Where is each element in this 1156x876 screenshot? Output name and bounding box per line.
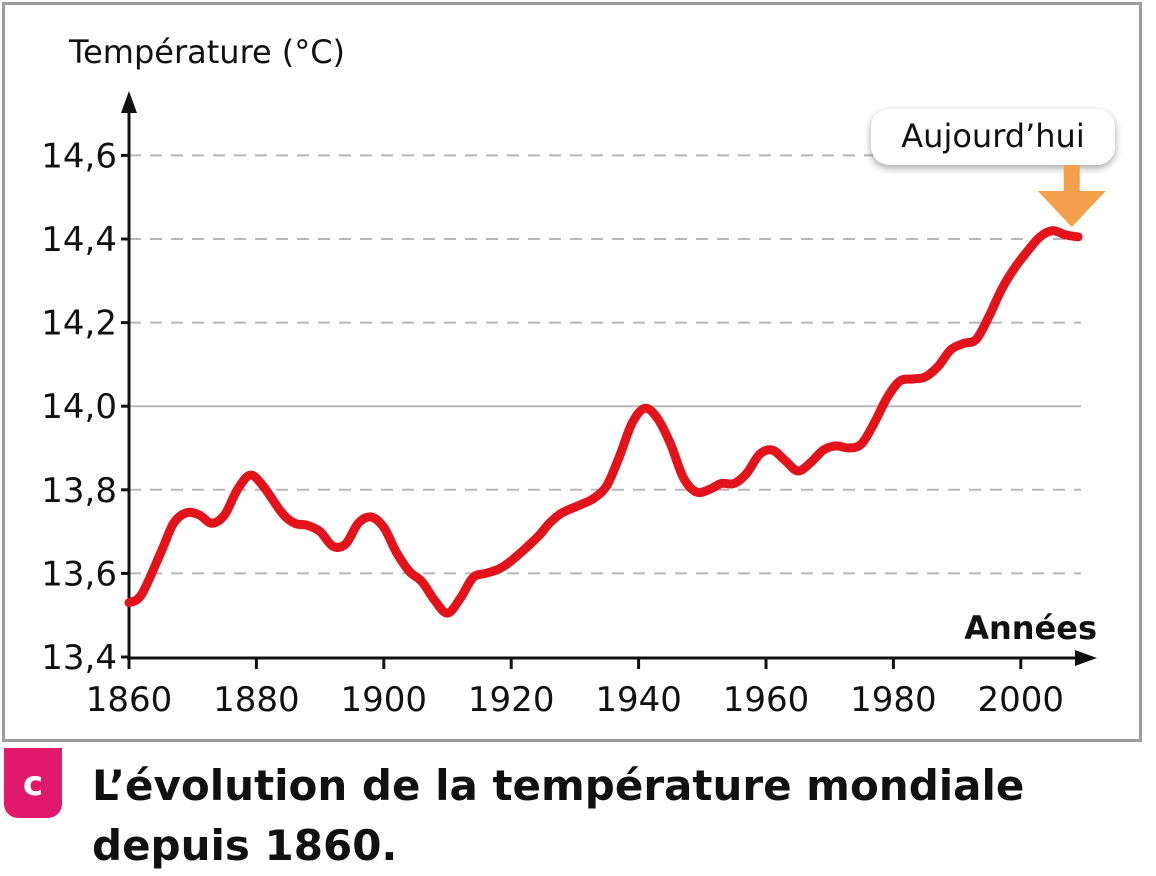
y-tick-label-1: 13,6 xyxy=(41,554,117,594)
today-callout-box xyxy=(871,109,1115,165)
caption-badge: c xyxy=(4,748,62,818)
temperature-line-chart: 13,4 13,6 13,8 14,0 14,2 14,4 14,6 1860 1880 1900… xyxy=(41,33,1115,720)
y-tick-label-3: 14,0 xyxy=(41,387,117,427)
today-arrow-icon xyxy=(1037,165,1106,227)
y-tick-label-5: 14,4 xyxy=(41,220,117,260)
x-tick-label-4: 1940 xyxy=(595,680,682,720)
chart-frame: 13,4 13,6 13,8 14,0 14,2 14,4 14,6 1860 1880 1900… xyxy=(2,2,1142,742)
y-tick-label-4: 14,2 xyxy=(41,304,117,344)
x-axis-arrowhead xyxy=(1075,650,1097,666)
x-tick-label-0: 1860 xyxy=(86,680,173,720)
y-axis-title: Température (°C) xyxy=(68,33,345,71)
y-axis-title-main: Température xyxy=(68,33,272,71)
temperature-series-line xyxy=(124,226,1083,618)
x-axis-title: Années xyxy=(964,609,1097,647)
y-tick-label-6: 14,6 xyxy=(41,136,117,176)
x-tick-label-2: 1900 xyxy=(341,680,428,720)
x-tick-label-3: 1920 xyxy=(468,680,555,720)
x-tick-label-5: 1960 xyxy=(723,680,810,720)
gridlines xyxy=(129,154,1081,575)
y-axis-arrowhead xyxy=(121,91,137,113)
axes xyxy=(121,91,1097,666)
axis-ticks: 13,4 13,6 13,8 14,0 14,2 14,4 14,6 1860 1880 1900… xyxy=(41,136,1064,720)
x-tick-label-6: 1980 xyxy=(850,680,937,720)
today-callout-label: Aujourd’hui xyxy=(901,117,1084,155)
x-tick-label-7: 2000 xyxy=(978,680,1065,720)
today-callout: Aujourd’hui xyxy=(871,109,1115,227)
x-tick-label-1: 1880 xyxy=(213,680,300,720)
y-axis-title-unit: (°C) xyxy=(282,33,345,71)
y-tick-label-0: 13,4 xyxy=(41,638,117,678)
figure-caption: L’évolution de la température mondiale d… xyxy=(92,761,1025,870)
y-tick-label-2: 13,8 xyxy=(41,471,117,511)
